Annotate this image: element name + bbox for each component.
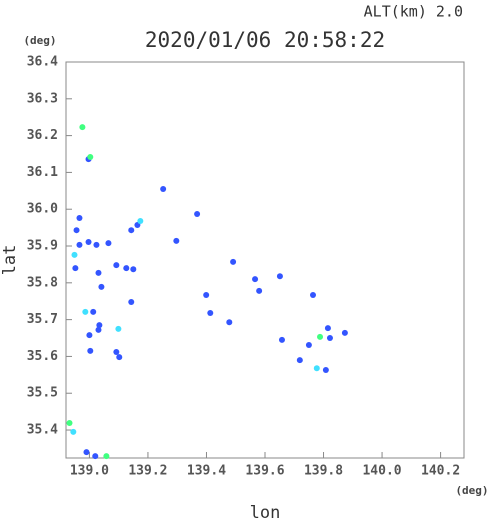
y-unit: (deg) bbox=[23, 34, 56, 47]
echo-point bbox=[226, 319, 233, 326]
y-tick-label: 35.5 bbox=[27, 386, 58, 401]
echo-point bbox=[113, 262, 120, 269]
x-tick-label: 139.6 bbox=[245, 464, 284, 479]
echo-point bbox=[160, 185, 167, 192]
echo-point bbox=[256, 287, 263, 294]
echo-point bbox=[203, 291, 210, 298]
echo-point bbox=[116, 354, 123, 361]
echo-point bbox=[309, 291, 316, 298]
y-tick-label: 35.6 bbox=[27, 349, 58, 364]
x-axis-label: lon bbox=[250, 503, 281, 521]
echo-point bbox=[87, 153, 94, 160]
echo-point bbox=[82, 308, 89, 315]
echo-point bbox=[73, 227, 80, 234]
y-tick-label: 36.3 bbox=[27, 91, 58, 106]
echo-point bbox=[105, 240, 112, 247]
echo-point bbox=[92, 453, 99, 460]
echo-point bbox=[79, 124, 86, 131]
echo-point bbox=[93, 241, 100, 248]
y-tick-label: 35.7 bbox=[27, 312, 58, 327]
echo-point bbox=[341, 329, 348, 336]
y-tick-label: 36.1 bbox=[27, 165, 58, 180]
x-tick-label: 139.8 bbox=[304, 464, 343, 479]
echo-point bbox=[326, 335, 333, 342]
echo-point bbox=[95, 326, 102, 333]
x-tick-label: 139.4 bbox=[187, 464, 226, 479]
echo-point bbox=[87, 347, 94, 354]
echo-point bbox=[86, 332, 93, 339]
echo-point bbox=[207, 309, 214, 316]
x-tick-label: 139.0 bbox=[70, 464, 109, 479]
echo-point bbox=[98, 283, 105, 290]
echo-point bbox=[72, 265, 79, 272]
echo-point bbox=[76, 215, 83, 222]
echo-point bbox=[70, 428, 77, 435]
echo-point bbox=[66, 420, 73, 427]
x-tick-label: 140.0 bbox=[362, 464, 401, 479]
echo-point bbox=[276, 273, 283, 280]
echo-point bbox=[96, 322, 103, 329]
y-tick-label: 36.0 bbox=[27, 202, 58, 217]
echo-point bbox=[194, 210, 201, 217]
echo-point bbox=[296, 357, 303, 364]
echo-point bbox=[252, 276, 259, 283]
echo-point bbox=[123, 265, 130, 272]
echo-point bbox=[278, 336, 285, 343]
y-tick-label: 35.4 bbox=[27, 423, 58, 438]
echo-point bbox=[103, 453, 110, 460]
x-tick-label: 140.2 bbox=[421, 464, 460, 479]
echo-point bbox=[137, 217, 144, 224]
echo-point bbox=[113, 349, 120, 356]
y-tick-label: 35.8 bbox=[27, 275, 58, 290]
echo-point bbox=[230, 258, 237, 265]
echo-point bbox=[130, 266, 137, 273]
echo-point bbox=[128, 227, 135, 234]
plot-frame bbox=[65, 61, 465, 459]
echo-point bbox=[95, 269, 102, 276]
echo-point bbox=[115, 325, 122, 332]
y-tick-label: 35.9 bbox=[27, 239, 58, 254]
echo-point bbox=[128, 298, 135, 305]
echo-point bbox=[85, 238, 92, 245]
echo-point bbox=[71, 251, 78, 258]
echo-point bbox=[305, 342, 312, 349]
x-tick-label: 139.2 bbox=[128, 464, 167, 479]
y-tick-label: 36.4 bbox=[27, 55, 58, 70]
echo-point bbox=[324, 325, 331, 332]
echo-point bbox=[322, 367, 329, 374]
echo-point bbox=[76, 241, 83, 248]
echo-point bbox=[317, 333, 324, 340]
echo-point bbox=[83, 449, 90, 456]
echo-point bbox=[90, 308, 97, 315]
echo-point bbox=[313, 365, 320, 372]
echo-point bbox=[173, 237, 180, 244]
altitude-label: ALT(km) 2.0 bbox=[364, 3, 463, 21]
y-axis-label: lat bbox=[0, 245, 20, 276]
x-unit: (deg) bbox=[455, 484, 488, 497]
chart-title: 2020/01/06 20:58:22 bbox=[145, 28, 385, 52]
y-tick-label: 36.2 bbox=[27, 128, 58, 143]
